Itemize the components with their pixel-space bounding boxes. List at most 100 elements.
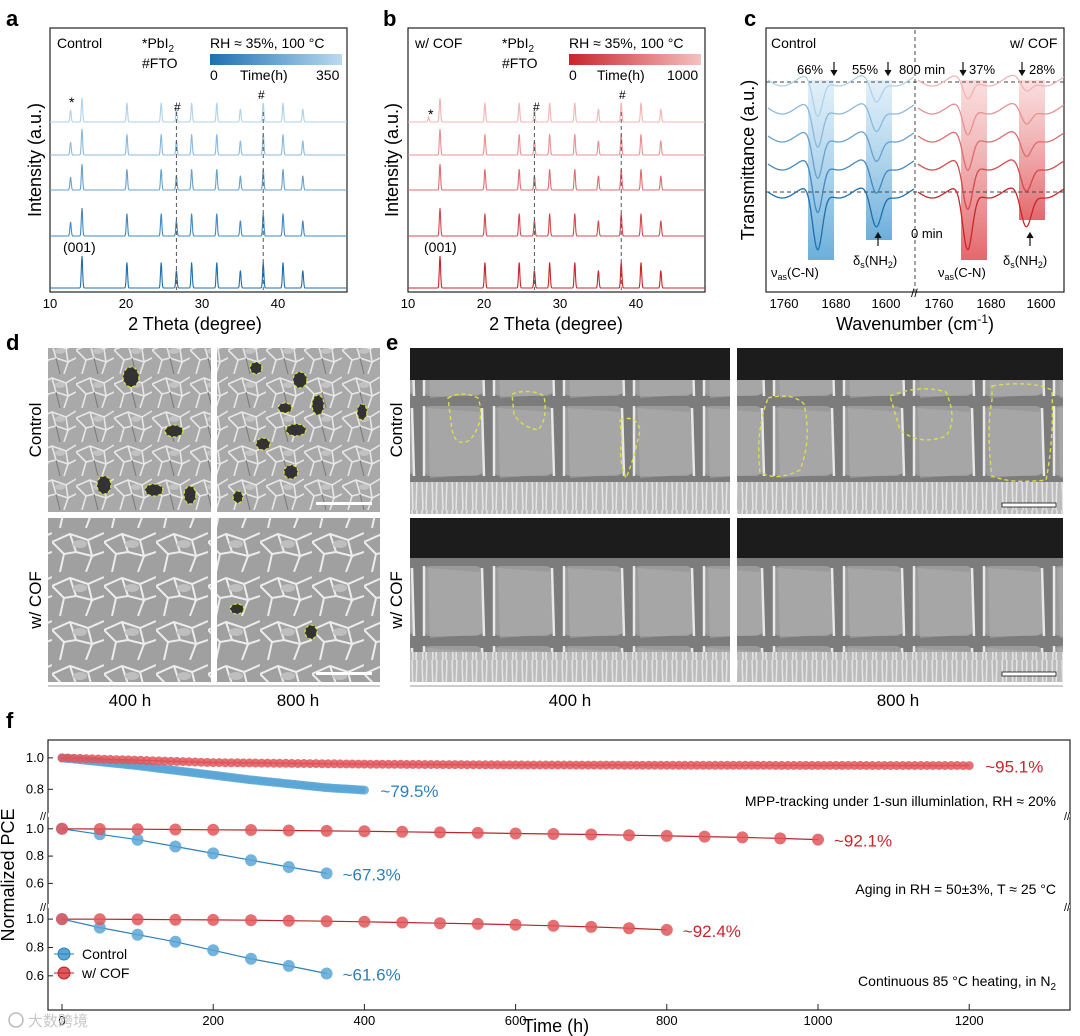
xrd-b-curves [408,97,705,290]
xtick-label: 600 [505,1013,527,1028]
panel-a-peak-star: * [69,94,75,110]
ftir-curves [767,74,1065,251]
label-ds-nh-control: δs(NH2) [853,253,897,270]
ftir-curve [917,102,1065,136]
panel-c-cof: w/ COF [1009,35,1057,51]
pce-data-point [245,914,257,927]
void-outline [757,395,808,478]
pce-data-point [471,826,484,839]
xtick-label: 1000 [804,1013,833,1028]
legend-label-control: Control [82,946,127,962]
panel-f-ylabel: Normalized PCE [0,808,18,941]
time-top-label: 800 min [899,62,945,77]
cross-perovskite-layer [410,380,730,482]
panel-a-time-max: 350 [316,67,340,83]
xrd-curve [408,255,705,289]
down-arrow-icon [1018,62,1026,77]
panel-c-xtick: 1760 [770,296,799,311]
pce-data-point [282,959,295,972]
void-outline [447,393,482,444]
panel-e-row-cof: w/ COF [387,571,406,630]
panel-b-sample: w/ COF [414,35,462,51]
panel-a-frame [49,27,348,293]
panel-d-col-800: 800 h [277,691,320,710]
pce-data-point [131,833,144,846]
sem-cross-cof-800h [737,518,1063,682]
scale-bar [1001,502,1057,508]
ftir-curve [917,74,1065,100]
pce-data-point [207,847,220,860]
xtick-label: 800 [656,1013,678,1028]
panel-c-xtick: 1600 [1027,296,1056,311]
pinhole-outline [183,485,197,505]
pce-data-point [547,919,560,932]
pce-data-point [169,935,182,948]
panel-f: f // // // // 1.0 0.8 ~79.5% ~95.1% 1.0 0.8 0.… [0,708,1071,1036]
panel-b-xtick: 40 [629,296,643,311]
xrd-curve [408,163,705,191]
pce-data-point [358,915,371,928]
panel-b-xlabel: 2 Theta (degree) [489,314,623,334]
up-arrow-icon [1026,231,1034,246]
xtick-label: 1200 [955,1013,984,1028]
panel-b-xtick: 30 [553,296,567,311]
pce-data-point [245,952,257,965]
panel-e-col-400: 400 h [549,691,592,710]
pce-data-point [320,824,333,837]
pinhole-outline [356,403,368,421]
condition-humidity: Aging in RH = 50±3%, T ≈ 25 °C [855,881,1056,897]
pce-data-point [585,920,598,933]
panel-a-rh-label: RH ≈ 35%, 100 °C [210,35,324,51]
pinhole-outline [285,423,307,437]
panel-b-time-label: Time(h) [597,67,645,83]
pce-series-line [61,828,327,874]
panel-b-time-max: 1000 [667,67,698,83]
panel-a-peak-001: (001) [63,239,96,255]
panel-d-letter: d [6,330,19,355]
void-outlines [447,383,1054,483]
pce-data-point [320,967,333,980]
pinhole-outline [311,394,325,416]
scale-bar [316,502,372,505]
pce-data-point [509,827,522,840]
pce-retention-label: ~79.5% [380,782,438,801]
pce-data-point [434,826,446,839]
panel-b-letter: b [383,6,396,31]
panel-c-ylabel: Transmittance (a.u.) [738,80,758,240]
panel-e-col-800: 800 h [877,691,920,710]
label-ds-nh-cof: δs(NH2) [1003,253,1047,270]
pce-plot-area: 1.0 0.8 ~79.5% ~95.1% 1.0 0.8 0.6 ~67.3% ~92.1% 1… [26,750,1043,1028]
axis-break-icon: // [40,811,47,823]
ytick-label: 0.6 [26,875,44,890]
pce-data-point [320,867,333,880]
panel-b-rh-label: RH ≈ 35%, 100 °C [569,35,683,51]
pinhole-outlines [96,361,368,640]
ftir-curve [767,75,915,118]
xrd-curve [408,207,705,237]
pce-data-point [245,854,257,867]
panel-e: e Control [386,330,1063,710]
pce-retention-label: ~92.1% [834,832,892,851]
pce-data-point [774,832,787,845]
cross-perovskite-layer [737,558,1063,652]
cross-fto-layer [737,652,1063,682]
xrd-curve [50,97,347,123]
ytick-label: 1.0 [26,911,44,926]
pce-data-point [282,914,295,927]
panel-c-xticks: 1760 1680 1600 1760 1680 1600 [770,296,1056,311]
panel-f-frame [47,739,1071,1011]
cross-perovskite-layer [410,558,730,652]
ftir-curve [917,187,1065,251]
cross-top-layer [737,348,1063,380]
pce-data-point [320,915,333,928]
ytick-label: 0.8 [26,781,44,796]
cross-top-layer [737,518,1063,558]
fto-band-cof-cn [961,80,987,260]
panel-d: d Control w/ COF 400 h 800 [6,330,380,710]
pinhole-outline [304,624,318,640]
panel-f-letter: f [6,708,14,733]
pce-data-point [207,823,220,836]
cross-top-layer [410,348,730,380]
ytick-label: 1.0 [26,750,44,765]
axis-break-icon: // [1064,902,1071,914]
